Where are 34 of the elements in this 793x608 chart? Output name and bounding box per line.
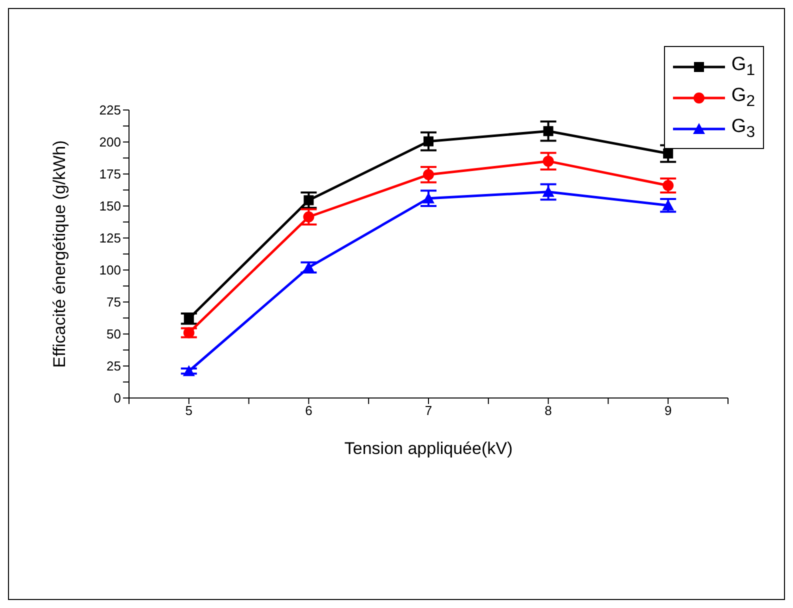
y-tick-label: 75 <box>106 294 121 310</box>
x-tick-label: 9 <box>664 403 672 418</box>
point <box>183 327 194 338</box>
y-tick-label: 0 <box>114 390 121 406</box>
point <box>304 195 314 206</box>
point <box>542 186 554 197</box>
point <box>182 365 195 376</box>
frame: G$_{1}$ G$_{2}$ G$_{3}$ 5 6 7 8 9 Tension appliquée(kV) 0 25 50 75 100 125 150 175 200 225 Efficacité énergétique (g/kWh) <box>8 8 785 600</box>
point <box>424 136 434 146</box>
x-axis-title: Tension appliquée(kV) <box>344 439 513 458</box>
y-axis-title: Efficacité énergétique (g/kWh) <box>50 140 70 368</box>
x-tick-label: 6 <box>305 403 312 418</box>
y-tick-label: 125 <box>99 230 121 246</box>
point <box>662 199 674 210</box>
y-tick-label: 200 <box>99 134 121 150</box>
y-tick-label: 100 <box>99 262 121 278</box>
y-tick-label: 175 <box>99 166 121 182</box>
legend-label: G$_{3}$ <box>731 116 755 142</box>
y-tick-label: 25 <box>106 358 121 374</box>
legend-label: G$_{1}$ <box>731 54 755 80</box>
point <box>662 180 674 192</box>
point <box>303 211 314 222</box>
x-tick-label: 8 <box>544 403 552 418</box>
y-tick-label: 150 <box>99 198 121 214</box>
point <box>184 314 194 324</box>
y-tick-label: 225 <box>99 102 121 118</box>
legend-label: G$_{2}$ <box>731 84 755 110</box>
point <box>542 156 554 167</box>
point <box>543 126 554 136</box>
point <box>423 169 434 180</box>
x-tick-label: 7 <box>424 403 432 418</box>
point <box>663 148 674 159</box>
y-tick-label: 50 <box>106 326 121 342</box>
x-tick-label: 5 <box>185 403 193 418</box>
